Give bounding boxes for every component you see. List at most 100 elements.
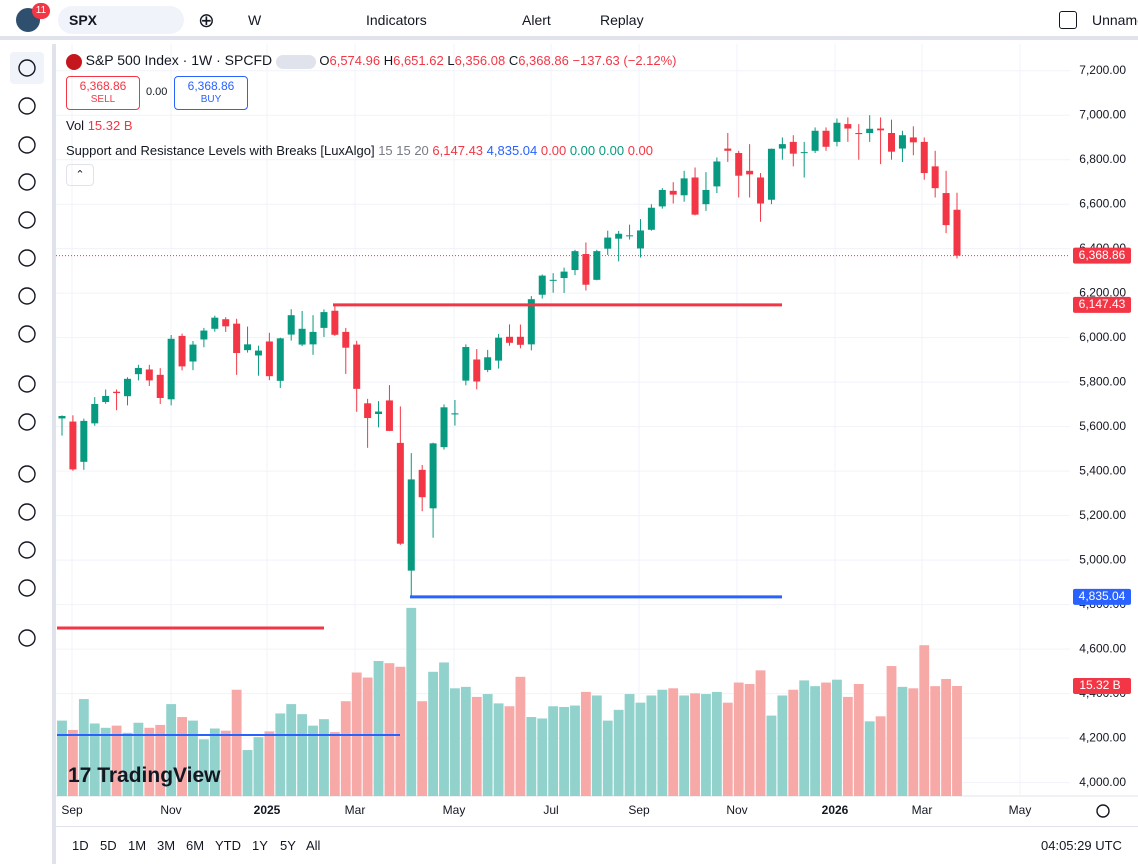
candle-body [702, 189, 710, 205]
indicator-legend: Support and Resistance Levels with Break… [66, 143, 653, 158]
replay[interactable]: Replay [600, 12, 644, 28]
volume-bar [766, 715, 777, 796]
candle-body [418, 469, 426, 498]
settings-icon [1096, 804, 1110, 818]
volume-bar [842, 696, 853, 796]
volume-bar [460, 686, 471, 796]
checkbox[interactable] [1059, 11, 1077, 29]
x-tick-label: Mar [345, 803, 366, 817]
legend-pill[interactable] [275, 54, 316, 69]
tool-cursor[interactable] [10, 52, 44, 84]
collapse[interactable]: ⌃ [66, 164, 94, 186]
candle-body [767, 148, 775, 200]
candle-body [527, 299, 535, 345]
symbol[interactable]: SPX [69, 12, 98, 28]
range-button[interactable]: 1D [72, 838, 89, 853]
range-button[interactable]: YTD [215, 838, 241, 853]
volume-bar [559, 706, 569, 796]
y-tick-label: 5,200.00 [1079, 508, 1126, 522]
candle-body [178, 335, 186, 367]
candle-body [80, 420, 88, 462]
volume-bar [908, 688, 919, 796]
price-tag-label: 6,147.43 [1079, 297, 1126, 311]
candle-body [680, 178, 688, 196]
candle-body [877, 128, 885, 131]
candle-body [571, 251, 579, 271]
candle-body [691, 177, 699, 215]
volume-bar [198, 739, 209, 796]
price-tag [1073, 588, 1131, 605]
ind-val: 0.00 [627, 143, 654, 158]
candle-body [113, 391, 121, 394]
volume-bar [591, 695, 602, 796]
candle-body [560, 271, 568, 279]
price-tag [1073, 247, 1131, 264]
y-tick-label: 6,200.00 [1079, 285, 1126, 299]
range-button[interactable]: 5Y [280, 838, 296, 853]
candle-body [222, 319, 230, 327]
wm-text: TradingView [97, 764, 221, 787]
buy-box[interactable]: 6,368.86 BUY [174, 76, 248, 110]
interval[interactable]: W [248, 12, 262, 28]
volume-bar [788, 689, 799, 796]
candle-body [942, 193, 950, 226]
candle-body [647, 207, 655, 230]
volume-bar [493, 703, 504, 796]
candle-body [364, 403, 372, 418]
alert[interactable]: Alert [522, 12, 551, 28]
x-tick-label: Sep [61, 803, 83, 817]
volume-bar [897, 686, 908, 796]
candle-body [287, 315, 295, 335]
volume-bar [155, 724, 166, 796]
range-button[interactable]: 6M [186, 838, 205, 853]
volume-bar [144, 727, 155, 796]
volume-bar [439, 662, 449, 796]
volume-bar [482, 694, 493, 796]
layout-name[interactable]: Unname [1092, 12, 1138, 28]
range-button[interactable]: 1M [128, 838, 147, 853]
candle-body [440, 407, 448, 448]
volume-bar [220, 730, 231, 796]
candle-body [211, 317, 219, 329]
indicators[interactable]: Indicators [366, 12, 427, 28]
volume-bar [78, 699, 89, 796]
add[interactable]: ⊕ [198, 10, 215, 32]
sell-box[interactable]: 6,368.86 SELL [66, 76, 140, 110]
x-tick-label: 2025 [254, 803, 281, 817]
candle-body [538, 275, 546, 295]
o-key: O [319, 53, 330, 68]
candle-body [298, 328, 306, 345]
candle-body [636, 230, 644, 249]
volume-bar [450, 688, 460, 796]
volume-bar [810, 686, 821, 796]
c-key: C [508, 53, 519, 68]
l-val: 6,356.08 [454, 53, 506, 68]
volume-bar [744, 683, 755, 796]
tool-icon [18, 136, 36, 154]
volume-bar [526, 717, 537, 796]
y-tick-label: 7,000.00 [1079, 107, 1126, 121]
candle-body [484, 357, 492, 370]
range-button[interactable]: 3M [157, 838, 176, 853]
tool-icon [18, 375, 36, 393]
candle-body [342, 331, 350, 348]
range-button[interactable]: 5D [100, 838, 117, 853]
volume-bar [286, 704, 297, 796]
vol-key: Vol [66, 118, 85, 133]
range-button[interactable]: All [306, 838, 321, 853]
candle-body [953, 209, 961, 256]
buy: BUY [200, 94, 222, 105]
candle-body [757, 177, 765, 204]
candle-body [604, 237, 612, 249]
volume-bar [679, 695, 690, 796]
volume-bar [253, 737, 264, 796]
volume-bar [570, 705, 580, 796]
range-button[interactable]: 1Y [252, 838, 268, 853]
candle-body [626, 235, 634, 237]
volume-bar [319, 719, 329, 796]
symbol-box[interactable] [58, 6, 184, 34]
tool-icon [18, 97, 36, 115]
volume-bar [668, 688, 679, 796]
price-tag-label: 4,835.04 [1079, 589, 1126, 603]
